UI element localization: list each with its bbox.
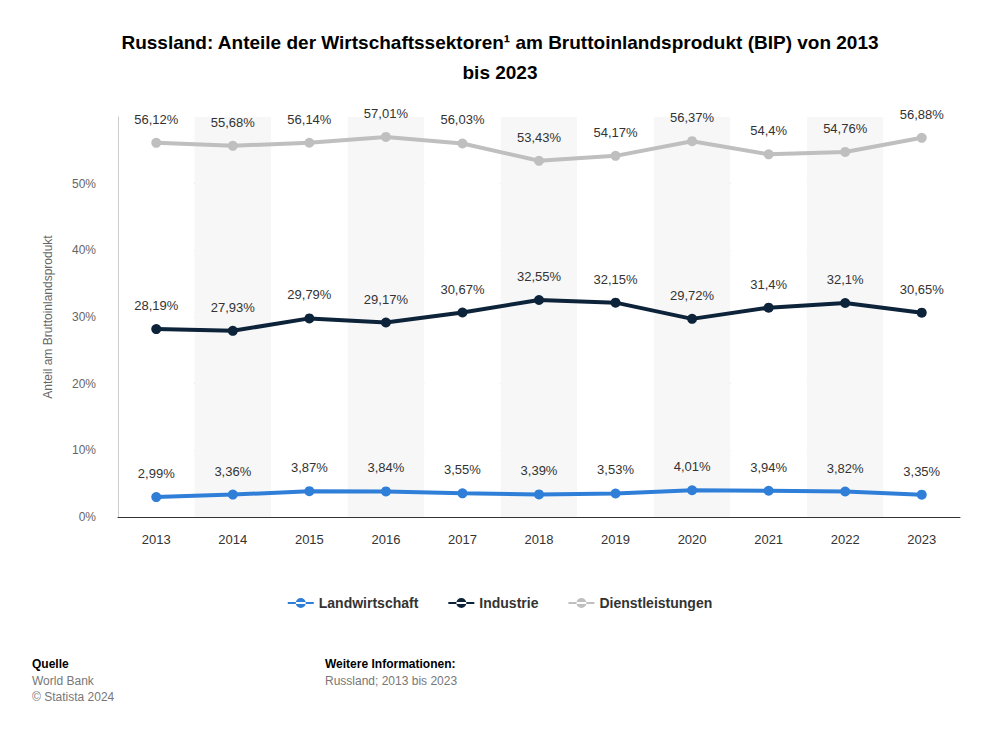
svg-text:56,88%: 56,88% [900, 107, 945, 122]
svg-text:10%: 10% [72, 443, 96, 457]
svg-text:Dienstleistungen: Dienstleistungen [599, 595, 712, 611]
svg-text:3,84%: 3,84% [367, 460, 404, 475]
svg-text:30,65%: 30,65% [900, 282, 945, 297]
svg-text:3,35%: 3,35% [903, 464, 940, 479]
svg-text:Industrie: Industrie [479, 595, 538, 611]
svg-text:29,72%: 29,72% [670, 288, 715, 303]
svg-text:54,17%: 54,17% [593, 125, 638, 140]
svg-text:40%: 40% [72, 243, 96, 257]
svg-text:55,68%: 55,68% [211, 115, 256, 130]
svg-text:2023: 2023 [907, 532, 936, 547]
svg-text:World Bank: World Bank [32, 674, 95, 688]
svg-text:56,37%: 56,37% [670, 110, 715, 125]
svg-text:Landwirtschaft: Landwirtschaft [319, 595, 419, 611]
svg-text:54,76%: 54,76% [823, 121, 868, 136]
svg-text:32,15%: 32,15% [593, 272, 638, 287]
svg-text:Russland; 2013 bis 2023: Russland; 2013 bis 2023 [325, 674, 457, 688]
svg-text:2016: 2016 [371, 532, 400, 547]
svg-text:29,79%: 29,79% [287, 287, 332, 302]
svg-text:29,17%: 29,17% [364, 292, 409, 307]
svg-text:2017: 2017 [448, 532, 477, 547]
svg-text:3,36%: 3,36% [214, 464, 251, 479]
svg-text:3,94%: 3,94% [750, 460, 787, 475]
svg-text:2013: 2013 [142, 532, 171, 547]
svg-text:3,53%: 3,53% [597, 462, 634, 477]
svg-text:27,93%: 27,93% [211, 300, 256, 315]
svg-text:32,1%: 32,1% [827, 272, 864, 287]
svg-text:56,12%: 56,12% [134, 112, 179, 127]
svg-text:3,87%: 3,87% [291, 460, 328, 475]
svg-text:2,99%: 2,99% [138, 466, 175, 481]
svg-text:2014: 2014 [218, 532, 247, 547]
svg-text:2018: 2018 [525, 532, 554, 547]
svg-text:20%: 20% [72, 377, 96, 391]
svg-text:30%: 30% [72, 310, 96, 324]
svg-text:32,55%: 32,55% [517, 269, 562, 284]
svg-text:56,14%: 56,14% [287, 112, 332, 127]
svg-text:54,4%: 54,4% [750, 123, 787, 138]
svg-text:53,43%: 53,43% [517, 130, 562, 145]
svg-text:31,4%: 31,4% [750, 277, 787, 292]
svg-text:30,67%: 30,67% [440, 282, 485, 297]
svg-text:2015: 2015 [295, 532, 324, 547]
svg-text:2020: 2020 [678, 532, 707, 547]
svg-text:2019: 2019 [601, 532, 630, 547]
svg-text:2021: 2021 [754, 532, 783, 547]
svg-text:Weitere Informationen:: Weitere Informationen: [325, 657, 455, 671]
svg-text:28,19%: 28,19% [134, 298, 179, 313]
svg-text:Quelle: Quelle [32, 657, 69, 671]
svg-text:56,03%: 56,03% [440, 112, 485, 127]
svg-text:3,55%: 3,55% [444, 462, 481, 477]
svg-text:Russland: Anteile der Wirtscha: Russland: Anteile der Wirtschaftssektore… [121, 32, 878, 53]
svg-text:3,39%: 3,39% [521, 463, 558, 478]
svg-text:bis 2023: bis 2023 [463, 62, 538, 83]
svg-text:4,01%: 4,01% [674, 459, 711, 474]
svg-text:2022: 2022 [831, 532, 860, 547]
svg-text:© Statista 2024: © Statista 2024 [32, 690, 115, 704]
svg-text:0%: 0% [79, 510, 97, 524]
svg-text:50%: 50% [72, 177, 96, 191]
svg-text:3,82%: 3,82% [827, 461, 864, 476]
svg-text:Anteil am Bruttoinlandsprodukt: Anteil am Bruttoinlandsprodukt [41, 235, 55, 399]
svg-text:57,01%: 57,01% [364, 106, 409, 121]
